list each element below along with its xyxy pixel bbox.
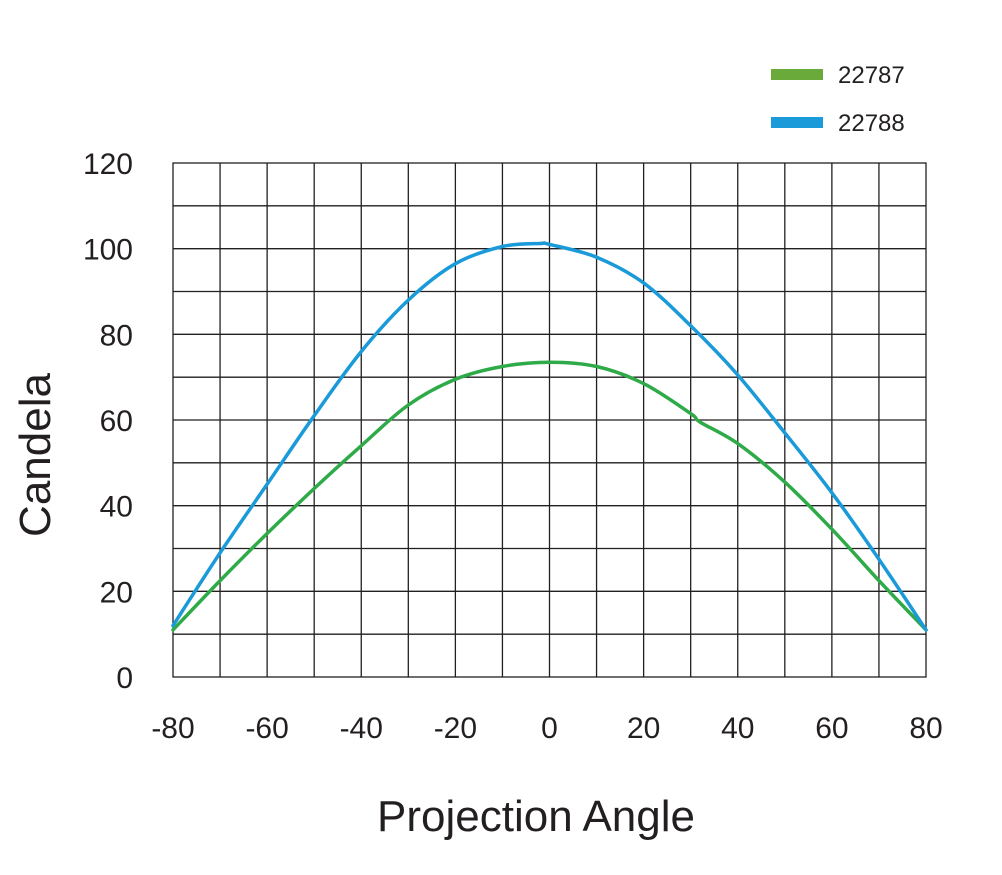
y-tick-label: 0 [116, 662, 133, 695]
chart-grid [173, 163, 926, 677]
x-axis-ticks: -80 -60 -40 -20 0 20 40 60 80 [151, 712, 942, 745]
legend: 22787 22788 [771, 62, 905, 137]
y-tick-label: 120 [83, 148, 133, 181]
x-tick-label: 80 [909, 712, 942, 745]
x-tick-label: -40 [340, 712, 383, 745]
legend-swatch [771, 117, 823, 128]
y-tick-label: 100 [83, 234, 133, 267]
x-tick-label: -20 [434, 712, 477, 745]
y-tick-label: 80 [100, 319, 133, 352]
series-line-22788 [171, 241, 928, 632]
x-tick-label: -60 [245, 712, 288, 745]
legend-label: 22787 [838, 62, 905, 89]
x-tick-label: -80 [151, 712, 194, 745]
y-tick-label: 60 [100, 405, 133, 438]
x-tick-label: 40 [721, 712, 754, 745]
legend-swatch [771, 69, 823, 80]
x-tick-label: 20 [627, 712, 660, 745]
x-tick-label: 60 [815, 712, 848, 745]
y-axis-ticks: 0 20 40 60 80 100 120 [83, 148, 133, 695]
series-layer [171, 241, 928, 632]
x-axis-title: Projection Angle [377, 792, 695, 841]
series-line-22787 [171, 360, 928, 632]
plot-frame [172, 162, 927, 678]
y-tick-label: 40 [100, 491, 133, 524]
legend-label: 22788 [838, 110, 905, 137]
y-axis-title: Candela [11, 373, 60, 537]
x-tick-label: 0 [541, 712, 558, 745]
y-tick-label: 20 [100, 576, 133, 609]
